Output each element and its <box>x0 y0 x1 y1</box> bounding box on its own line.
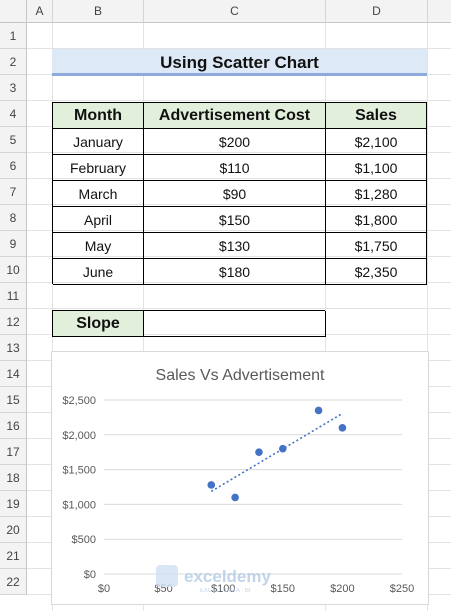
scatter-chart[interactable]: Sales Vs Advertisement $0 $500 $1,000 $1,50… <box>51 351 429 605</box>
row-header-17[interactable]: 17 <box>0 439 27 465</box>
gridline <box>427 23 428 611</box>
column-header-d[interactable]: D <box>326 0 428 23</box>
table-cell-cost[interactable]: $130 <box>144 233 326 259</box>
table-cell-cost[interactable]: $200 <box>144 129 326 155</box>
gridline <box>27 100 451 101</box>
row-header-6[interactable]: 6 <box>0 153 27 179</box>
table-cell-sales[interactable]: $1,100 <box>326 155 427 181</box>
data-point[interactable] <box>231 493 239 502</box>
row-header-5[interactable]: 5 <box>0 127 27 153</box>
row-header-18[interactable]: 18 <box>0 465 27 491</box>
row-header-3[interactable]: 3 <box>0 75 27 101</box>
row-header-12[interactable]: 12 <box>0 309 27 335</box>
y-tick-label: $1,500 <box>62 465 96 477</box>
row-header-8[interactable]: 8 <box>0 205 27 231</box>
table-cell-cost[interactable]: $90 <box>144 181 326 207</box>
watermark-mark <box>156 565 178 587</box>
row-header-11[interactable]: 11 <box>0 283 27 309</box>
gridline <box>27 308 451 309</box>
table-cell-sales[interactable]: $2,350 <box>326 259 427 285</box>
row-header-22[interactable]: 22 <box>0 569 27 595</box>
data-point[interactable] <box>338 424 347 432</box>
gridline <box>27 334 451 335</box>
row-header-1[interactable]: 1 <box>0 23 27 49</box>
slope-block: Slope <box>52 310 326 337</box>
table-cell-month[interactable]: April <box>53 207 144 233</box>
table-cell-cost[interactable]: $180 <box>144 259 326 285</box>
table-cell-cost[interactable]: $150 <box>144 207 326 233</box>
gridline <box>27 204 451 205</box>
y-tick-label: $2,000 <box>62 430 96 442</box>
row-header-2[interactable]: 2 <box>0 49 27 75</box>
watermark-subtext: EXCEL · DATA · BI <box>200 588 251 594</box>
row-header-7[interactable]: 7 <box>0 179 27 205</box>
data-point[interactable] <box>207 481 216 489</box>
watermark-logo: exceldemy EXCEL · DATA · BI <box>156 565 271 594</box>
data-point[interactable] <box>255 448 263 456</box>
row-header-15[interactable]: 15 <box>0 387 27 413</box>
table-cell-month[interactable]: February <box>53 155 144 181</box>
select-all-corner[interactable] <box>0 0 27 23</box>
linear-trendline <box>210 412 343 493</box>
row-header-4[interactable]: 4 <box>0 101 27 127</box>
column-header-b[interactable]: B <box>53 0 144 23</box>
table-cell-sales[interactable]: $2,100 <box>326 129 427 155</box>
table-header-month[interactable]: Month <box>53 103 144 129</box>
table-cell-cost[interactable]: $110 <box>144 155 326 181</box>
table-header-sales[interactable]: Sales <box>326 103 427 129</box>
x-tick-label: $250 <box>390 583 414 595</box>
y-tick-label: $0 <box>84 569 96 581</box>
gridline <box>27 178 451 179</box>
watermark-text: exceldemy <box>184 567 271 586</box>
table-cell-month[interactable]: January <box>53 129 144 155</box>
table-cell-sales[interactable]: $1,280 <box>326 181 427 207</box>
y-axis-tick-labels: $0 $500 $1,000 $1,500 $2,000 $2,500 <box>62 395 96 581</box>
table-cell-month[interactable]: May <box>53 233 144 259</box>
column-header-e[interactable] <box>428 0 451 23</box>
x-tick-label: $200 <box>330 583 354 595</box>
x-tick-label: $100 <box>211 583 235 595</box>
row-header-10[interactable]: 10 <box>0 257 27 283</box>
chart-title: Sales Vs Advertisement <box>156 367 326 384</box>
column-header-c[interactable]: C <box>144 0 326 23</box>
gridline <box>27 48 451 49</box>
sheet-title[interactable]: Using Scatter Chart <box>52 49 427 76</box>
y-tick-label: $1,000 <box>62 499 96 511</box>
column-header-a[interactable]: A <box>27 0 53 23</box>
table-header-advertisement-cost[interactable]: Advertisement Cost <box>144 103 326 129</box>
row-header-21[interactable]: 21 <box>0 543 27 569</box>
row-header-20[interactable]: 20 <box>0 517 27 543</box>
row-header-16[interactable]: 16 <box>0 413 27 439</box>
slope-label[interactable]: Slope <box>53 311 144 337</box>
table-cell-sales[interactable]: $1,750 <box>326 233 427 259</box>
table-cell-sales[interactable]: $1,800 <box>326 207 427 233</box>
y-tick-label: $500 <box>72 534 96 546</box>
table-cell-month[interactable]: June <box>53 259 144 285</box>
chart-gridlines <box>104 399 402 575</box>
gridline <box>27 152 451 153</box>
table-cell-month[interactable]: March <box>53 181 144 207</box>
row-header-19[interactable]: 19 <box>0 491 27 517</box>
row-header-13[interactable]: 13 <box>0 335 27 361</box>
data-table: Month Advertisement Cost Sales January $… <box>52 102 427 285</box>
row-header-14[interactable]: 14 <box>0 361 27 387</box>
gridline <box>27 230 451 231</box>
data-point[interactable] <box>279 444 287 453</box>
x-tick-label: $0 <box>98 583 110 595</box>
y-tick-label: $2,500 <box>62 395 96 407</box>
data-point[interactable] <box>314 406 323 415</box>
x-tick-label: $150 <box>271 583 295 595</box>
gridline <box>27 282 451 283</box>
gridline <box>27 256 451 257</box>
data-points <box>207 406 347 502</box>
chart-canvas: Sales Vs Advertisement $0 $500 $1,000 $1,50… <box>62 367 414 595</box>
row-header-9[interactable]: 9 <box>0 231 27 257</box>
slope-value-cell[interactable] <box>144 311 326 337</box>
